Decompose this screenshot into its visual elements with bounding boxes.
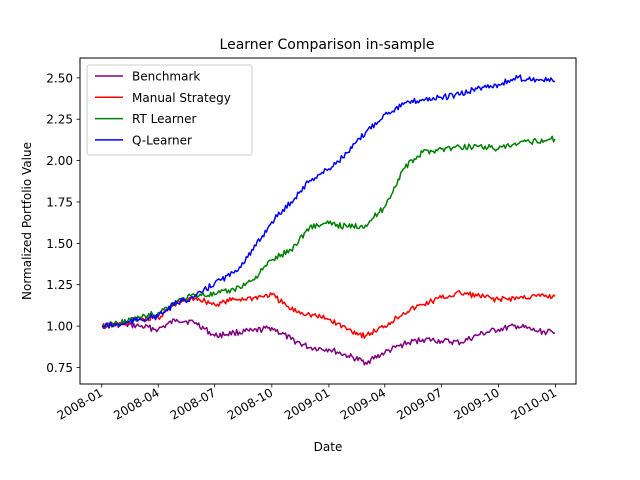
y-tick-label: 1.25 [46,278,73,292]
legend: Benchmark Manual Strategy RT Learner Q-Lear… [86,64,253,156]
y-tick-label: 2.50 [46,71,73,85]
legend-label: Manual Strategy [132,91,231,105]
series-line-benchmark [101,318,556,366]
x-tick-label: 2008-10 [225,385,275,422]
y-axis: 0.75 1.00 1.25 1.50 1.75 2.00 2.25 2.50 [46,71,80,375]
y-axis-title: Normalized Portfolio Value [20,142,34,300]
x-tick-label: 2008-04 [111,385,161,422]
legend-label: Q-Learner [132,133,192,147]
x-tick-label: 2009-10 [451,385,501,422]
x-axis: 2008-01 2008-04 2008-07 2008-10 2009-01 2009-… [55,384,559,423]
legend-label: RT Learner [132,112,197,126]
x-tick-label: 2009-07 [394,385,444,422]
series-line-manual-strategy [101,290,556,339]
y-tick-label: 2.25 [46,113,73,127]
series-layer [101,74,556,366]
x-tick-label: 2008-07 [168,385,218,422]
y-tick-label: 1.75 [46,195,73,209]
x-tick-label: 2009-01 [282,385,332,422]
y-tick-label: 0.75 [46,361,73,375]
y-tick-label: 2.00 [46,154,73,168]
y-tick-label: 1.50 [46,237,73,251]
x-tick-label: 2008-01 [55,385,105,422]
legend-label: Benchmark [132,70,200,84]
x-tick-label: 2009-04 [338,385,388,422]
y-tick-label: 1.00 [46,320,73,334]
series-line-rt-learner [101,135,556,328]
x-tick-label: 2010-01 [509,385,559,422]
legend-box [86,64,253,156]
chart-title: Learner Comparison in-sample [220,37,435,53]
x-axis-title: Date [314,440,343,454]
series-line-q-learner [102,74,556,329]
plot-frame [79,57,577,385]
